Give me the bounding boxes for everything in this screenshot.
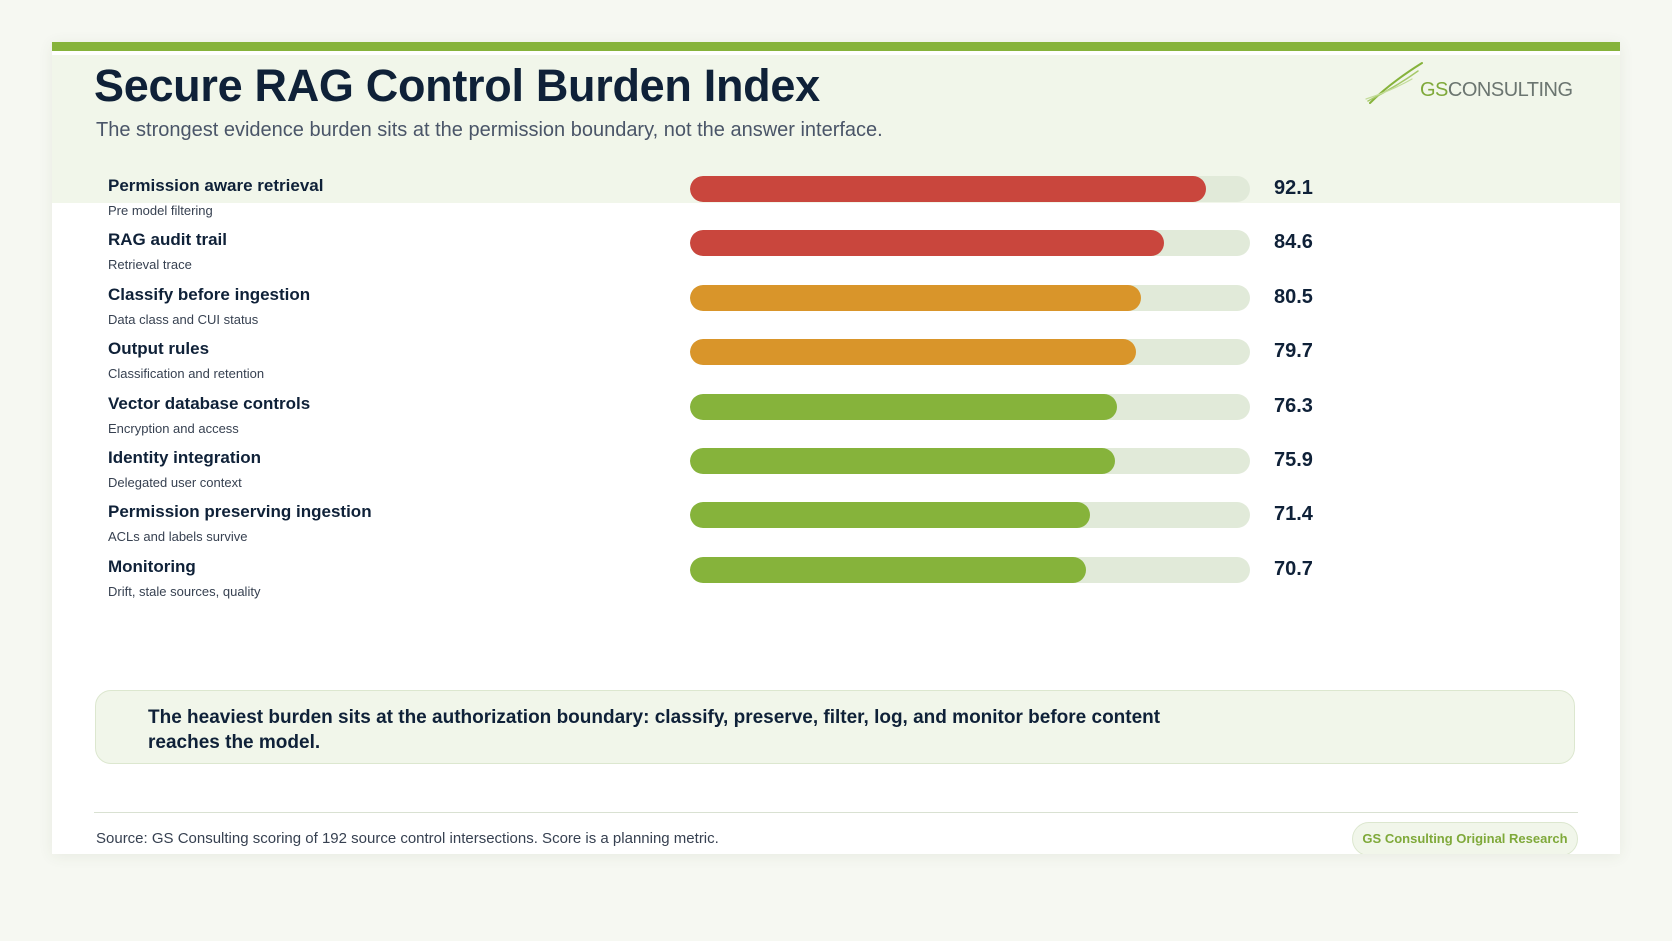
- source-note: Source: GS Consulting scoring of 192 sou…: [96, 830, 719, 847]
- bar-description-label: Retrieval trace: [108, 257, 192, 273]
- bar-fill: [690, 230, 1164, 257]
- bar-fill: [690, 176, 1206, 202]
- bar-row: Classify before ingestion Data class and …: [52, 284, 1620, 343]
- bar-value-label: 76.3: [1274, 394, 1313, 417]
- page-subtitle: The strongest evidence burden sits at th…: [96, 119, 883, 141]
- bar-fill: [690, 339, 1137, 366]
- bar-category-label: Permission aware retrieval: [108, 176, 324, 195]
- bar-description-label: Classification and retention: [108, 366, 265, 382]
- bar-category-label: Vector database controls: [108, 393, 311, 413]
- bar-track: [690, 556, 1250, 583]
- bar-description-label: Encryption and access: [108, 420, 239, 436]
- bar-category-label: Identity integration: [108, 448, 261, 467]
- footer-divider: [94, 812, 1578, 813]
- bar-row: RAG audit trail Retrieval trace 84.6: [52, 230, 1620, 288]
- report-card: Secure RAG Control Burden Index The stro…: [52, 42, 1620, 854]
- bar-description-label: Pre model filtering: [108, 203, 213, 218]
- bar-row: Vector database controls Encryption and a…: [52, 393, 1620, 452]
- bar-category-label: Monitoring: [108, 556, 196, 576]
- accent-bar: [52, 42, 1620, 51]
- bar-description-label: ACLs and labels survive: [108, 529, 248, 545]
- bar-row: Monitoring Drift, stale sources, quality 7…: [52, 556, 1620, 615]
- bar-row: Permission preserving ingestion ACLs and …: [52, 502, 1620, 560]
- callout-text: The heaviest burden sits at the authoriz…: [148, 707, 1161, 753]
- bar-fill: [690, 448, 1115, 474]
- page-title: Secure RAG Control Burden Index: [94, 60, 820, 111]
- company-logo: GSCONSULTING: [1420, 79, 1573, 102]
- bar-value-label: 92.1: [1274, 177, 1313, 199]
- bar-row: Output rules Classification and retention…: [52, 339, 1620, 397]
- bar-value-label: 71.4: [1274, 503, 1313, 526]
- bar-fill: [690, 502, 1090, 529]
- swoosh-logo-icon: [1365, 62, 1423, 104]
- bar-row: Permission aware retrieval Pre model filt…: [52, 176, 1620, 234]
- bar-category-label: Classify before ingestion: [108, 284, 311, 304]
- key-takeaway-callout: The heaviest burden sits at the authoriz…: [95, 690, 1575, 764]
- bar-track: [690, 284, 1250, 311]
- bar-track: [690, 502, 1250, 529]
- bar-value-label: 70.7: [1274, 557, 1313, 580]
- bar-value-label: 79.7: [1274, 340, 1313, 363]
- bar-row: Identity integration Delegated user conte…: [52, 448, 1620, 506]
- bar-fill: [690, 284, 1141, 311]
- bar-track: [690, 176, 1250, 202]
- bar-value-label: 80.5: [1274, 285, 1313, 308]
- bar-fill: [690, 393, 1118, 420]
- bar-track: [690, 393, 1250, 420]
- logo-gs-text: GS: [1420, 79, 1448, 101]
- bar-value-label: 75.9: [1274, 449, 1313, 471]
- bar-description-label: Drift, stale sources, quality: [108, 583, 261, 599]
- bar-description-label: Delegated user context: [108, 475, 242, 490]
- bar-category-label: RAG audit trail: [108, 230, 228, 250]
- bar-track: [690, 448, 1250, 474]
- logo-consulting-text: CONSULTING: [1447, 79, 1573, 101]
- bar-description-label: Data class and CUI status: [108, 311, 259, 327]
- bar-value-label: 84.6: [1274, 231, 1313, 254]
- bar-category-label: Permission preserving ingestion: [108, 502, 372, 522]
- bar-category-label: Output rules: [108, 339, 210, 359]
- bar-fill: [690, 556, 1086, 583]
- bar-track: [690, 230, 1250, 257]
- bar-track: [690, 339, 1250, 366]
- research-badge: GS Consulting Original Research: [1352, 822, 1578, 854]
